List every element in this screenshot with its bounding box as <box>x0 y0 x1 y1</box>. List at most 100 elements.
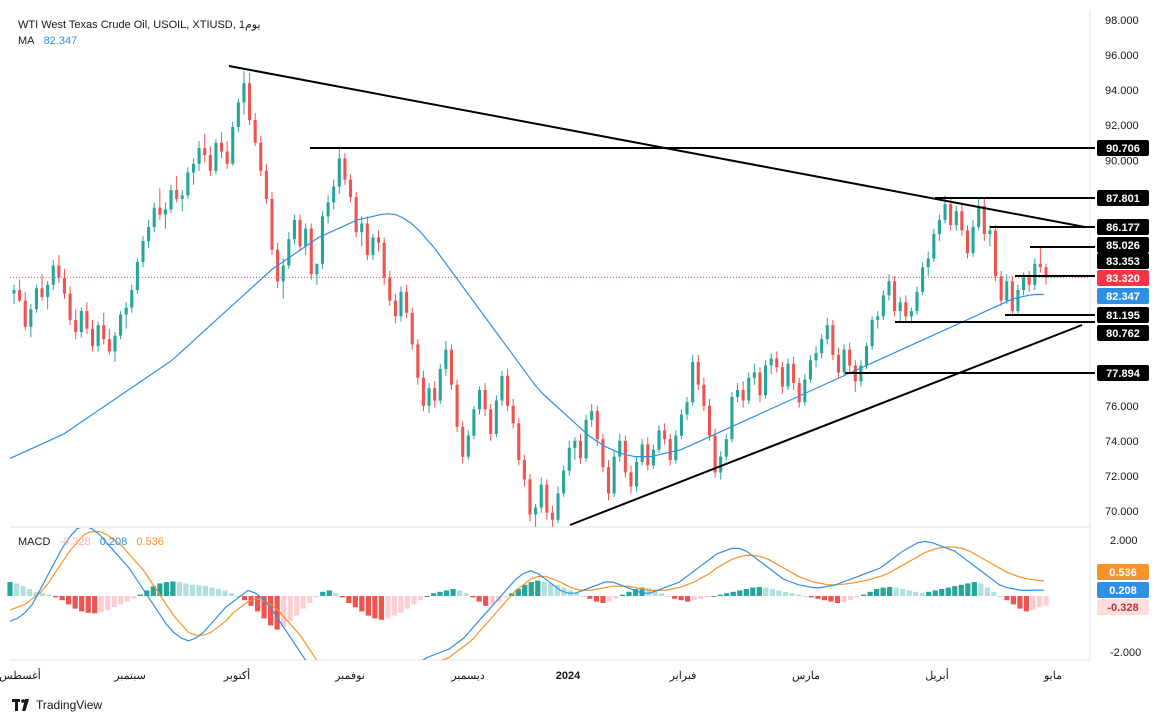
macd-histogram-bar <box>456 590 463 596</box>
macd-histogram-bar <box>359 596 365 612</box>
macd-histogram-bar <box>20 586 26 596</box>
macd-histogram-bar <box>841 596 847 603</box>
candle-body <box>281 265 285 282</box>
macd-histogram-bar <box>483 596 489 606</box>
macd-histogram-bar <box>66 596 72 605</box>
macd-histogram-bar <box>59 596 65 601</box>
candle-body <box>584 419 588 459</box>
candle-body <box>29 309 33 327</box>
macd-histogram-bar <box>463 593 469 596</box>
macd-histogram-bar <box>157 583 163 596</box>
candle-body <box>960 211 964 231</box>
ma-line <box>9 213 1045 459</box>
candle-body <box>954 211 958 226</box>
candle-body <box>141 240 145 262</box>
candle-body <box>747 377 751 401</box>
macd-histogram-bar <box>991 591 997 596</box>
candle-body <box>932 233 936 259</box>
macd-histogram-bar <box>124 596 130 602</box>
macd-histogram-bar <box>131 596 137 599</box>
candle-body <box>539 484 543 508</box>
candle-body <box>646 444 650 466</box>
macd-histogram-bar <box>365 596 371 616</box>
candle-body <box>668 439 672 461</box>
macd-histogram-bar <box>730 591 736 596</box>
candle-body <box>135 261 139 291</box>
price-tag-label: 0.536 <box>1109 567 1137 579</box>
candle-body <box>825 325 829 340</box>
macd-histogram-bar <box>287 596 293 622</box>
candle-body <box>320 216 325 264</box>
candle-body <box>365 223 369 255</box>
candle-body <box>1027 277 1031 285</box>
macd-histogram-bar <box>769 589 775 596</box>
candle-body <box>500 375 504 401</box>
macd-histogram-bar <box>333 593 339 596</box>
price-tick-label: 98.000 <box>1105 15 1139 27</box>
candle-body <box>988 230 992 234</box>
macd-histogram-bar <box>658 593 665 596</box>
macd-tick-label: -2.000 <box>1110 647 1141 659</box>
candle-body <box>702 384 706 406</box>
brand[interactable]: TradingView <box>12 698 102 712</box>
macd-histogram-bar <box>756 587 762 596</box>
candle-body <box>382 242 386 278</box>
candle-body <box>915 291 919 312</box>
candle-body <box>898 302 902 312</box>
price-tag-label: 0.208 <box>1109 585 1137 597</box>
candle-body <box>848 349 852 366</box>
macd-histogram-bar <box>632 589 639 596</box>
macd-histogram-bar <box>1030 596 1036 610</box>
macd-signal-line <box>10 530 1045 660</box>
price-tag-label: 82.347 <box>1106 291 1140 303</box>
macd-histogram-bar <box>678 596 684 601</box>
level-price-tag: 87.801 <box>1097 190 1149 206</box>
time-tick-label: ديسمبر <box>450 670 485 682</box>
macd-histogram-bar <box>385 596 391 619</box>
candle-body <box>461 426 465 457</box>
candle-body <box>612 456 616 494</box>
ma-price-tag: 82.347 <box>1097 288 1149 304</box>
candle-body <box>410 312 414 345</box>
candle-body <box>489 409 493 434</box>
candle-body <box>360 223 364 233</box>
candle-body <box>12 290 16 294</box>
macd-histogram-bar <box>222 590 228 596</box>
price-tick-label: 70.000 <box>1105 506 1139 518</box>
candle-body <box>298 219 302 247</box>
candle-body <box>663 430 667 440</box>
macd-histogram-bar <box>1043 596 1049 606</box>
candle-body <box>416 344 420 378</box>
candle-body <box>1038 263 1042 268</box>
candle-body <box>348 179 353 198</box>
time-tick-label: 2024 <box>556 670 581 682</box>
macd-histogram-bar <box>893 587 899 596</box>
macd-histogram-bar <box>53 596 59 598</box>
candle-body <box>124 307 128 315</box>
candle-body <box>287 239 291 266</box>
macd-histogram-bar <box>541 582 547 596</box>
candle-body <box>808 360 812 380</box>
candle-body <box>405 291 409 313</box>
macd-signal-tag: 0.536 <box>1097 564 1149 580</box>
candle-body <box>483 390 487 410</box>
candle-body <box>545 484 549 513</box>
macd-histogram-bar <box>997 596 1003 597</box>
candle-body <box>113 335 117 352</box>
macd-histogram-bar <box>1004 596 1010 601</box>
macd-histogram-bar <box>437 591 443 596</box>
macd-histogram-bar <box>39 593 46 596</box>
macd-legend: MACD -0.328 0.208 0.536 <box>18 536 170 548</box>
macd-histogram-bar <box>7 582 13 596</box>
candle-body <box>466 435 470 457</box>
candle-body <box>887 281 891 296</box>
tradingview-logo-icon <box>12 699 29 711</box>
candle-body <box>433 388 437 401</box>
macd-histogram-bar <box>118 596 124 605</box>
candle-body <box>719 456 723 473</box>
price-tick-label: 72.000 <box>1105 471 1139 483</box>
candle-body <box>601 439 605 468</box>
macd-histogram-bar <box>33 591 39 596</box>
macd-histogram-bar <box>1023 596 1030 612</box>
